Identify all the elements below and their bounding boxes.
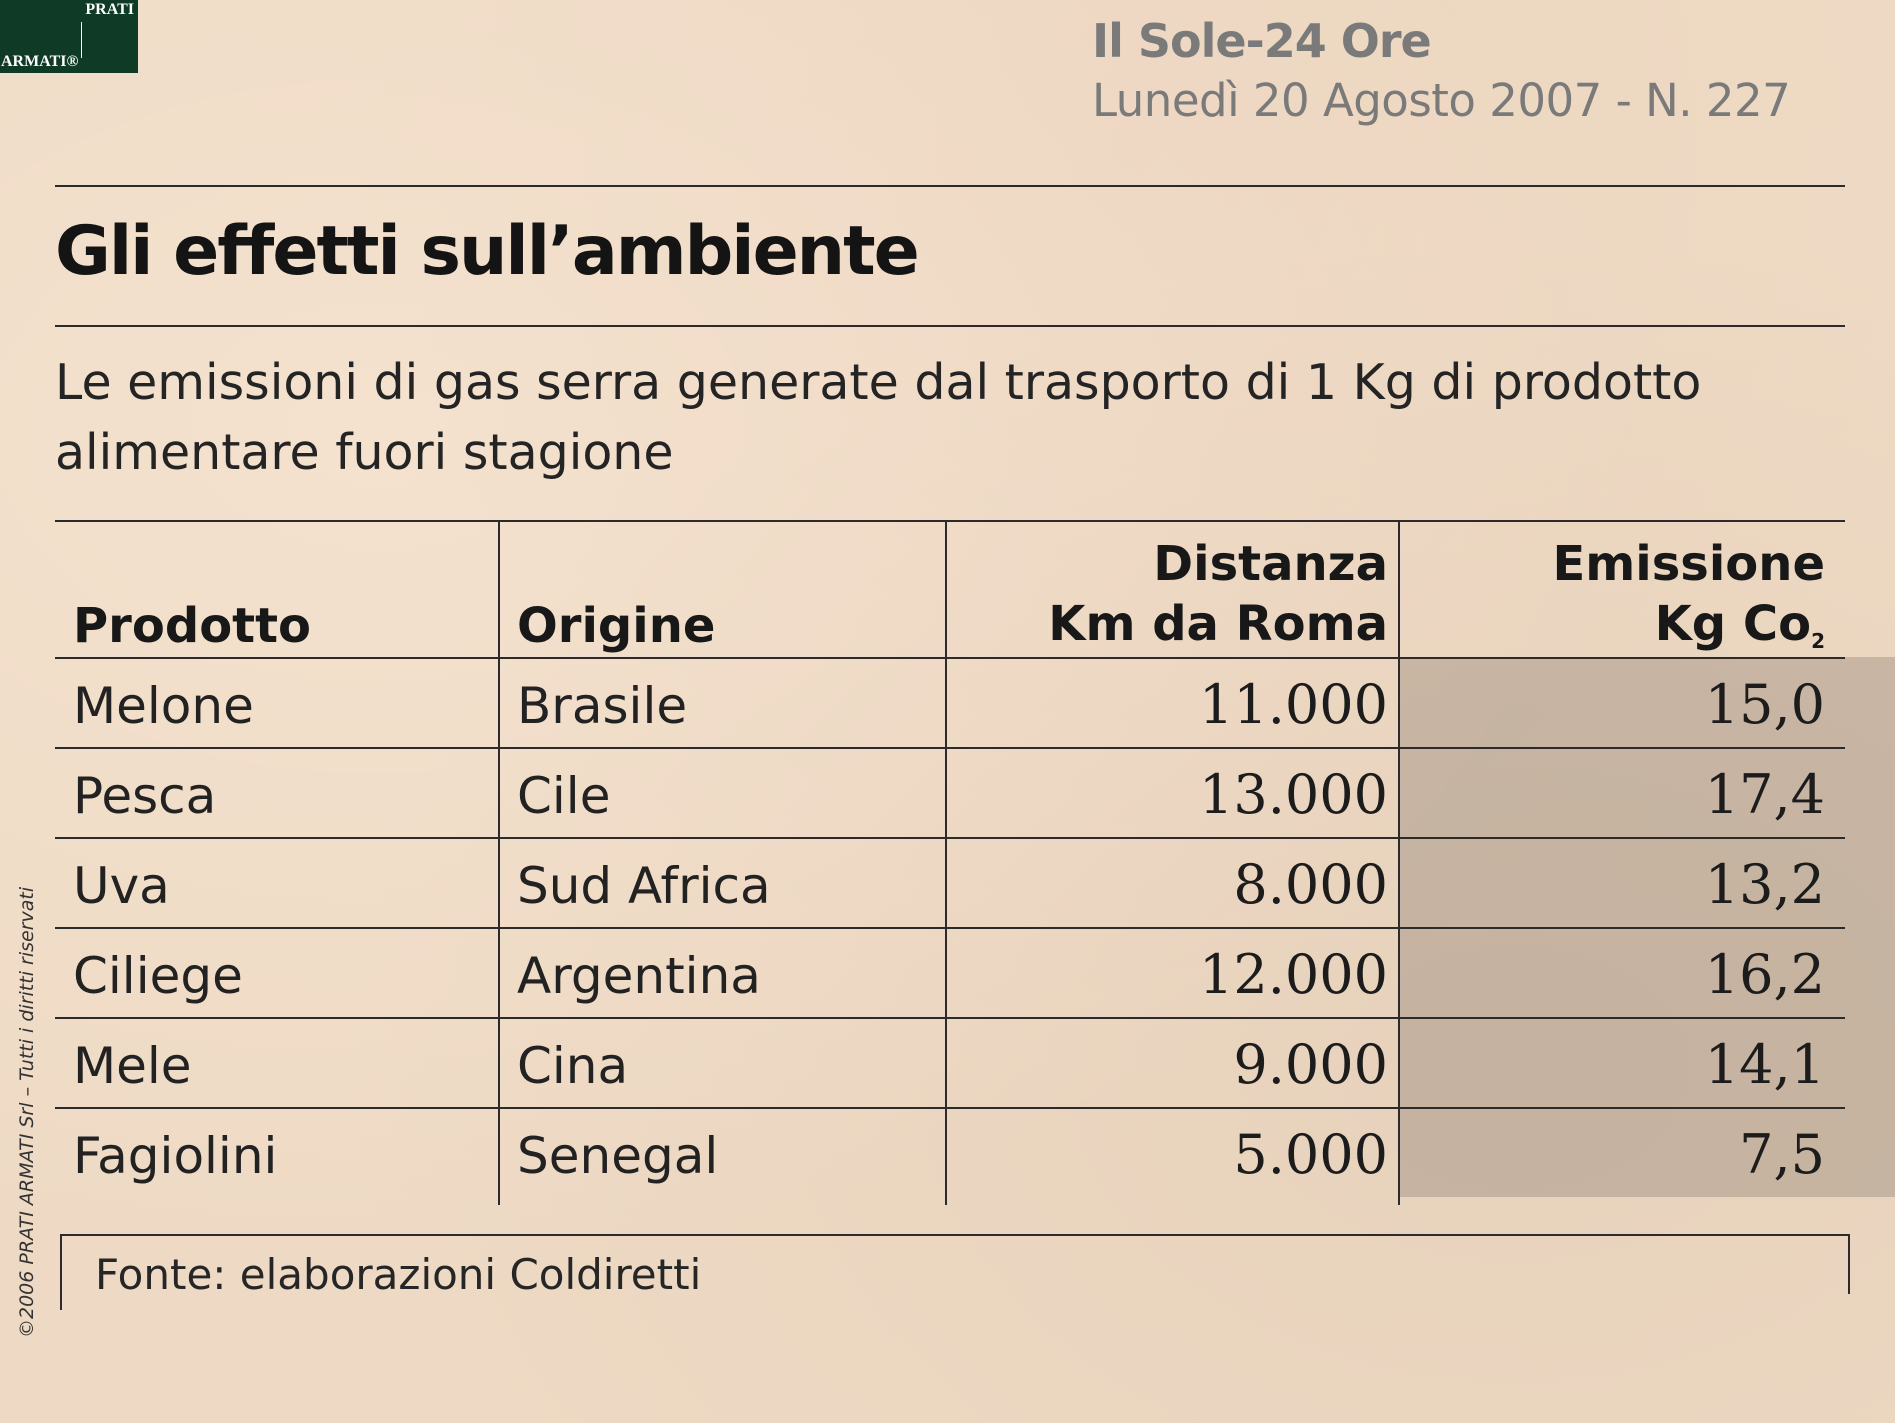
source-note: Fonte: elaborazioni Coldiretti <box>95 1250 702 1299</box>
cell-emission: 15,0 <box>1704 673 1825 736</box>
cell-distance: 8.000 <box>1233 853 1388 916</box>
cell-emission: 17,4 <box>1704 763 1825 826</box>
cell-origin: Cile <box>517 767 611 825</box>
prati-armati-logo: PRATI ARMATI® <box>0 0 138 73</box>
cell-emission: 16,2 <box>1704 943 1825 1006</box>
cell-distance: 12.000 <box>1199 943 1388 1006</box>
header-emission-subscript: 2 <box>1811 629 1825 653</box>
cell-distance: 9.000 <box>1233 1033 1388 1096</box>
row-line <box>55 1017 1845 1019</box>
source-right-rule <box>1848 1234 1850 1294</box>
row-line <box>55 837 1845 839</box>
header-distance-line-2: Km da Roma <box>1048 596 1388 652</box>
column-divider <box>945 520 947 1205</box>
header-emission-line-2: Kg Co2 <box>1401 594 1825 671</box>
cell-distance: 5.000 <box>1233 1123 1388 1186</box>
newspaper-name: Il Sole-24 Ore <box>1092 14 1432 68</box>
title-rule <box>55 325 1845 327</box>
table-header-row: Prodotto Origine Distanza Km da Roma Emi… <box>55 520 1845 657</box>
table-row: Pesca Cile 13.000 17,4 <box>55 749 1845 837</box>
cell-origin: Sud Africa <box>517 857 771 915</box>
cell-product: Melone <box>73 677 254 735</box>
copyright-notice: ©2006 PRATI ARMATI Srl – Tutti i diritti… <box>16 886 38 1338</box>
source-top-rule <box>60 1234 1850 1236</box>
logo-line-2: ARMATI® <box>1 53 79 70</box>
column-divider <box>498 520 500 1205</box>
table-row: Melone Brasile 11.000 15,0 <box>55 659 1845 747</box>
issue-date: Lunedì 20 Agosto 2007 - N. 227 <box>1092 74 1791 127</box>
cell-product: Uva <box>73 857 170 915</box>
logo-divider <box>81 22 82 58</box>
masthead: Il Sole-24 Ore Lunedì 20 Agosto 2007 - N… <box>1092 14 1791 127</box>
cell-emission: 13,2 <box>1704 853 1825 916</box>
column-divider <box>1398 520 1400 1205</box>
cell-product: Mele <box>73 1037 192 1095</box>
cell-emission: 14,1 <box>1704 1033 1825 1096</box>
header-emission-unit: Kg Co <box>1654 596 1812 652</box>
row-line <box>55 747 1845 749</box>
header-distance: Distanza Km da Roma <box>948 520 1388 657</box>
logo-line-1: PRATI <box>85 1 134 18</box>
header-origin: Origine <box>517 598 716 654</box>
header-product: Prodotto <box>73 598 312 654</box>
table-row: Fagiolini Senegal 5.000 7,5 <box>55 1109 1845 1199</box>
cell-origin: Brasile <box>517 677 688 735</box>
top-rule <box>55 185 1845 187</box>
header-bottom-line <box>55 657 1845 659</box>
cell-distance: 11.000 <box>1199 673 1388 736</box>
cell-origin: Senegal <box>517 1127 719 1185</box>
row-line <box>55 927 1845 929</box>
header-distance-line-1: Distanza <box>1153 536 1388 592</box>
row-line <box>55 1107 1845 1109</box>
cell-origin: Argentina <box>517 947 761 1005</box>
cell-emission: 7,5 <box>1739 1123 1825 1186</box>
cell-product: Ciliege <box>73 947 243 1005</box>
table-top-line <box>55 520 1845 522</box>
article-title: Gli effetti sull’ambiente <box>55 212 920 291</box>
table-row: Uva Sud Africa 8.000 13,2 <box>55 839 1845 927</box>
cell-product: Fagiolini <box>73 1127 278 1185</box>
table-row: Ciliege Argentina 12.000 16,2 <box>55 929 1845 1017</box>
table-row: Mele Cina 9.000 14,1 <box>55 1019 1845 1107</box>
header-emission: Emissione Kg Co2 <box>1401 520 1825 657</box>
cell-distance: 13.000 <box>1199 763 1388 826</box>
cell-product: Pesca <box>73 767 217 825</box>
cell-origin: Cina <box>517 1037 629 1095</box>
source-left-rule <box>60 1234 62 1310</box>
article-subtitle: Le emissioni di gas serra generate dal t… <box>55 354 1702 481</box>
header-emission-line-1: Emissione <box>1552 536 1825 592</box>
